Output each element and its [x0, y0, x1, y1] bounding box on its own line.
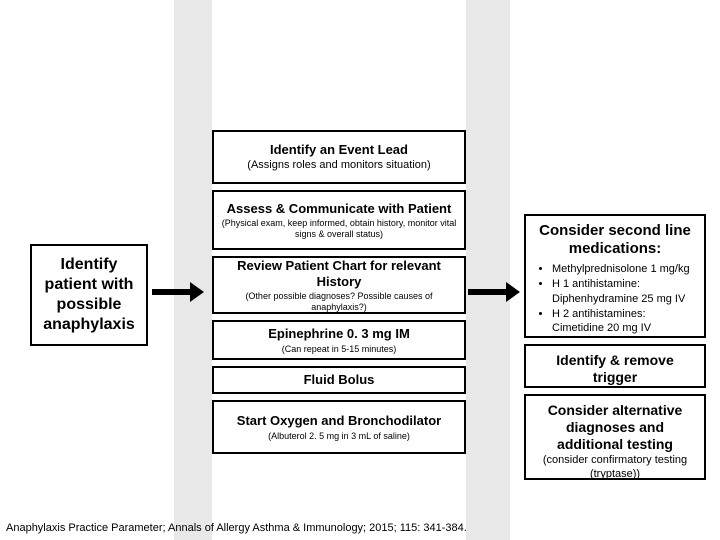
step-subtitle: (Albuterol 2. 5 mg in 3 mL of saline) [220, 431, 458, 441]
meds-title: Consider second line medications: [534, 222, 696, 258]
gray-band-left [174, 0, 212, 540]
step-title: Epinephrine 0. 3 mg IM [220, 326, 458, 342]
flowchart-page: Identify patient with possible anaphylax… [0, 0, 720, 540]
arrow-left-to-center [152, 282, 204, 302]
right-step-title: Consider alternative diagnoses and addit… [534, 402, 696, 452]
step-subtitle: (Physical exam, keep informed, obtain hi… [220, 218, 458, 239]
meds-list: Methylprednisolone 1 mg/kgH 1 antihistam… [534, 262, 696, 336]
right-step-title: Identify & remove trigger [534, 352, 696, 386]
right-step-box: Identify & remove trigger [524, 344, 706, 388]
right-column: Consider second line medications: Methylp… [524, 214, 706, 480]
step-title: Start Oxygen and Bronchodilator [220, 413, 458, 429]
center-step-box: Start Oxygen and Bronchodilator (Albutero… [212, 400, 466, 454]
identify-patient-text: Identify patient with possible anaphylax… [40, 255, 138, 335]
gray-band-right [466, 0, 510, 540]
step-title: Assess & Communicate with Patient [220, 201, 458, 217]
meds-list-item: H 2 antihistamines: Cimetidine 20 mg IV [552, 307, 696, 337]
arrow-head-icon [190, 282, 204, 302]
arrow-head-icon [506, 282, 520, 302]
right-step-box: Consider alternative diagnoses and addit… [524, 394, 706, 480]
step-title: Fluid Bolus [220, 372, 458, 388]
meds-list-item: Methylprednisolone 1 mg/kg [552, 262, 696, 277]
step-subtitle: (Can repeat in 5-15 minutes) [220, 344, 458, 354]
step-title: Identify an Event Lead [220, 142, 458, 158]
center-step-box: Assess & Communicate with Patient(Physic… [212, 190, 466, 250]
arrow-center-to-right [468, 282, 520, 302]
right-step-subtitle: (consider confirmatory testing (tryptase… [534, 454, 696, 480]
center-step-box: Epinephrine 0. 3 mg IM (Can repeat in 5-1… [212, 320, 466, 360]
step-subtitle: (Assigns roles and monitors situation) [220, 159, 458, 172]
meds-list-item: H 1 antihistamine: Diphenhydramine 25 mg… [552, 277, 696, 307]
citation-text: Anaphylaxis Practice Parameter; Annals o… [6, 522, 467, 534]
center-step-box: Identify an Event Lead(Assigns roles and… [212, 130, 466, 184]
center-step-box: Fluid Bolus [212, 366, 466, 394]
center-step-box: Review Patient Chart for relevant Histor… [212, 256, 466, 314]
step-subtitle: (Other possible diagnoses? Possible caus… [220, 291, 458, 312]
identify-patient-box: Identify patient with possible anaphylax… [30, 244, 148, 346]
arrow-shaft [468, 289, 506, 295]
arrow-shaft [152, 289, 190, 295]
second-line-meds-box: Consider second line medications: Methylp… [524, 214, 706, 338]
step-title: Review Patient Chart for relevant Histor… [220, 258, 458, 289]
center-column: Identify an Event Lead(Assigns roles and… [212, 130, 466, 454]
